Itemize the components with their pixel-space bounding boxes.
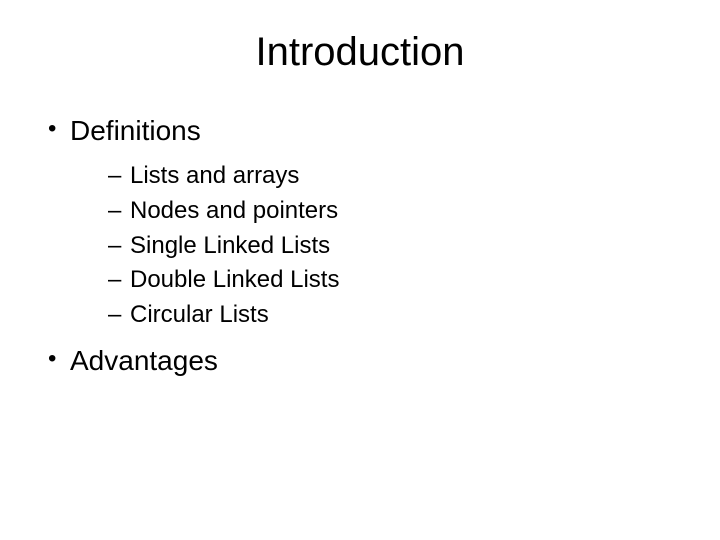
slide-outline: Definitions Lists and arrays Nodes and p… <box>40 115 680 377</box>
bullet-label: Lists and arrays <box>130 162 299 189</box>
list-item: Double Linked Lists <box>70 263 680 298</box>
list-item: Lists and arrays <box>70 159 680 194</box>
list-item: Nodes and pointers <box>70 194 680 229</box>
list-item: Single Linked Lists <box>70 229 680 264</box>
list-item: Advantages <box>40 345 680 377</box>
list-item: Circular Lists <box>70 298 680 333</box>
bullet-label: Circular Lists <box>130 301 269 328</box>
sub-list: Lists and arrays Nodes and pointers Sing… <box>70 159 680 333</box>
slide-title: Introduction <box>40 30 680 75</box>
bullet-label: Advantages <box>70 345 218 376</box>
list-item: Definitions Lists and arrays Nodes and p… <box>40 115 680 333</box>
bullet-label: Single Linked Lists <box>130 232 330 259</box>
bullet-label: Nodes and pointers <box>130 197 338 224</box>
bullet-label: Double Linked Lists <box>130 266 339 293</box>
bullet-label: Definitions <box>70 115 201 146</box>
